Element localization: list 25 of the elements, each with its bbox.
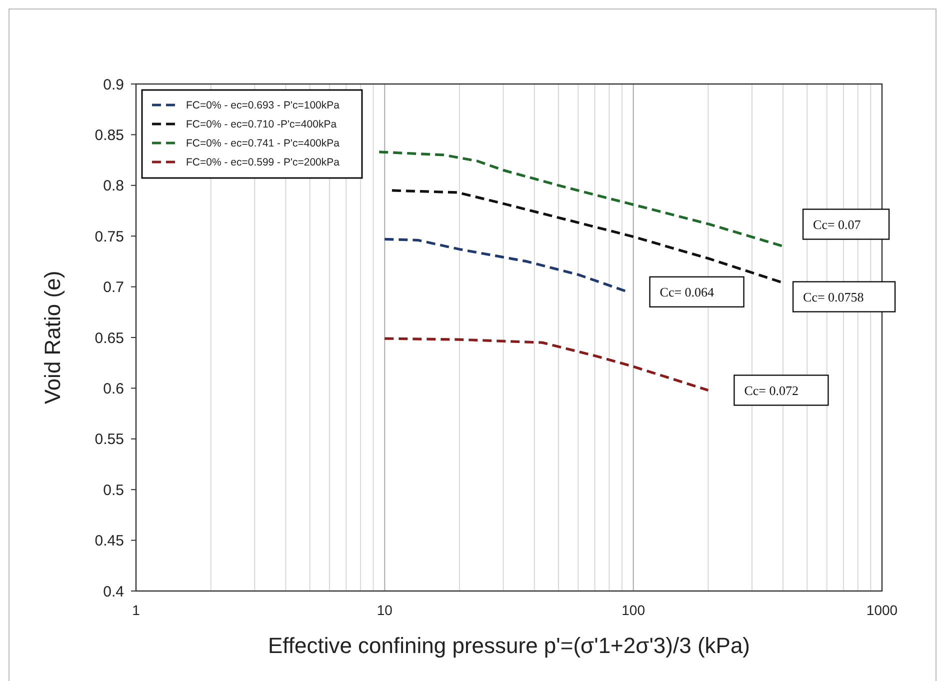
y-tick-label: 0.4	[103, 583, 124, 600]
annotation: Cc= 0.064	[660, 284, 715, 300]
y-tick-label: 0.6	[103, 380, 124, 398]
annotation: Cc= 0.0758	[803, 289, 864, 304]
x-tick-label: 100	[622, 602, 646, 618]
y-tick-label: 0.55	[94, 431, 124, 448]
annotation: Cc= 0.072	[744, 382, 798, 398]
y-tick-label: 0.9	[103, 76, 124, 94]
y-tick-label: 0.5	[103, 482, 124, 499]
legend-label: FC=0% - ec=0.710 -P'c=400kPa	[186, 118, 337, 131]
x-tick-label: 1	[132, 602, 140, 618]
y-axis-title: Void Ratio (e)	[40, 270, 65, 404]
x-tick-label: 1000	[866, 602, 898, 618]
y-tick-label: 0.45	[94, 532, 124, 550]
y-tick-label: 0.8	[103, 178, 124, 195]
y-tick-label: 0.7	[103, 279, 124, 296]
x-axis-title: Effective confining pressure p'=(σ'1+2σ'3)/3 (kPa)	[268, 633, 750, 658]
legend-label: FC=0% - ec=0.741 - P'c=400kPa	[186, 138, 340, 150]
y-tick-label: 0.65	[94, 330, 124, 347]
legend-label: FC=0% - ec=0.693 - P'c=100kPa	[186, 100, 340, 112]
y-tick-label: 0.75	[94, 228, 124, 246]
x-tick-label: 10	[376, 602, 393, 618]
y-tick-label: 0.85	[94, 126, 124, 144]
legend-label: FC=0% - ec=0.599 - P'c=200kPa	[186, 156, 340, 169]
annotation: Cc= 0.07	[813, 216, 862, 232]
